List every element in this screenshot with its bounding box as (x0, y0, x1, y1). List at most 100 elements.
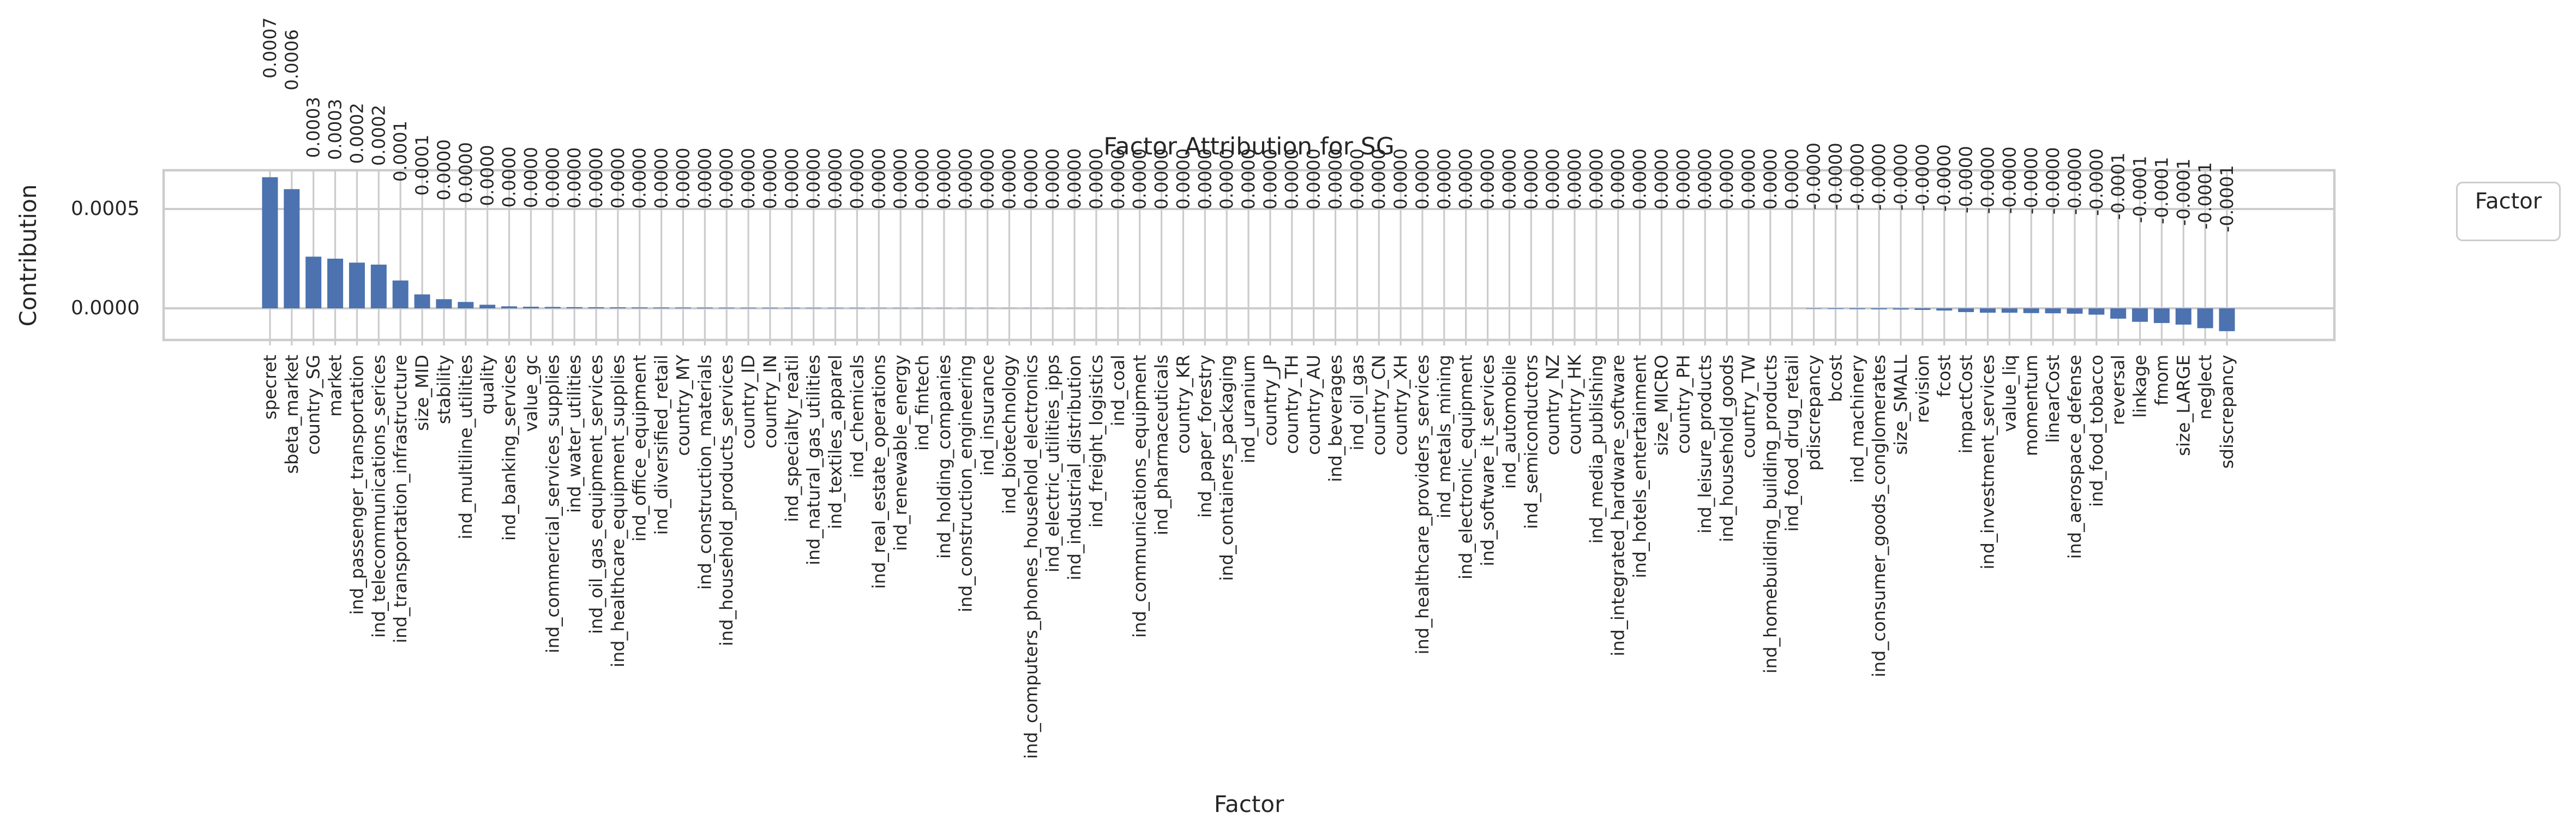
bar-value-label: 0.0000 (1412, 148, 1433, 210)
x-tick-label: bcost (1825, 355, 1846, 402)
bar-value-label: 0.0000 (1064, 148, 1085, 210)
x-tick-label: ind_computers_phones_household_electroni… (1020, 355, 1041, 759)
bar (305, 256, 322, 308)
bar-value-label: -0.0000 (1847, 143, 1868, 211)
bar (2088, 308, 2105, 315)
x-tick-label: ind_integrated_hardware_software (1608, 355, 1629, 656)
bar-value-label: 0.0000 (716, 148, 737, 209)
x-axis-label: Factor (1214, 791, 1284, 817)
bar-value-label: -0.0001 (2217, 165, 2237, 232)
y-tick-label-0.0005: 0.0005 (71, 198, 140, 220)
bar-value-label: -0.0000 (1977, 146, 1998, 214)
x-tick-label: country_SG (303, 355, 324, 455)
x-tick-label: ind_commercial_services_supplies (542, 355, 563, 653)
x-tick-label: ind_transportation_infrastructure (390, 355, 411, 643)
bar (2023, 308, 2039, 313)
x-tick-label: country_KR (1173, 355, 1193, 454)
bar-value-label: 0.0000 (890, 148, 911, 209)
x-tick-label: country_MY (672, 355, 693, 456)
bar-value-label: 0.0001 (390, 121, 411, 182)
bar (2045, 308, 2061, 314)
bar-value-label: -0.0000 (2086, 148, 2107, 216)
x-tick-label: momentum (2021, 355, 2041, 456)
bar-value-label: 0.0000 (956, 148, 976, 210)
bar-value-label: 0.0000 (1564, 148, 1585, 210)
x-tick-label: ind_software_it_services (1478, 355, 1498, 566)
bar-value-label: 0.0000 (1216, 148, 1237, 210)
bar-value-label: 0.0000 (1238, 148, 1259, 210)
bar (2175, 308, 2191, 325)
x-tick-label: ind_office_equipment (629, 355, 650, 541)
x-tick-label: ind_hotels_entertainment (1630, 355, 1650, 578)
bar (1827, 308, 1844, 309)
bar-value-label: 0.0003 (303, 97, 324, 158)
bar (632, 307, 648, 308)
bar-value-label: 0.0000 (1760, 148, 1781, 210)
bar (436, 299, 452, 308)
bar-value-label: 0.0000 (1325, 148, 1346, 210)
bar-value-label: 0.0000 (1456, 148, 1476, 210)
legend-title: Factor (2475, 189, 2542, 214)
bar (523, 307, 539, 308)
x-tick-label: ind_oil_gas_equipment_services (586, 355, 607, 634)
bar-value-label: 0.0000 (542, 147, 563, 208)
x-tick-label: size_MID (412, 355, 433, 431)
bar-value-label: 0.0000 (782, 148, 802, 209)
x-tick-label: market (325, 355, 346, 417)
x-tick-label: reversal (2108, 355, 2129, 425)
bar (479, 304, 496, 308)
x-tick-label: linkage (2130, 355, 2151, 418)
bar-value-label: 0.0000 (1347, 148, 1367, 210)
x-tick-label: country_JP (1260, 355, 1281, 446)
bar-value-label: 0.0000 (651, 148, 672, 209)
x-tick-label: ind_biotechnology (999, 355, 1019, 514)
bar-value-label: 0.0000 (1542, 148, 1563, 210)
x-tick-label: ind_holding_companies (934, 355, 954, 559)
x-tick-label: ind_telecommunications_serices (368, 355, 389, 638)
x-tick-label: size_LARGE (2173, 355, 2194, 456)
x-tick-label: ind_construction_materials (694, 355, 715, 590)
x-tick-label: ind_natural_gas_utilities (803, 355, 824, 565)
x-tick-label: quality (477, 355, 498, 414)
bar (349, 262, 365, 308)
bar-value-label: 0.0002 (368, 105, 389, 166)
bar-value-label: 0.0000 (1086, 148, 1107, 210)
x-tick-label: pdiscrepancy (1804, 355, 1824, 471)
bar-value-label: 0.0000 (1151, 148, 1172, 210)
bar-value-label: 0.0000 (434, 139, 454, 200)
bar-value-label: 0.0000 (1673, 148, 1694, 210)
bar-value-label: -0.0000 (1934, 144, 1955, 212)
x-tick-label: country_CN (1368, 355, 1389, 456)
bar-value-label: 0.0002 (346, 103, 367, 164)
bar-value-label: 0.0000 (1499, 148, 1520, 210)
x-tick-label: sdiscrepancy (2217, 355, 2237, 469)
bar-value-label: 0.0000 (738, 148, 759, 209)
x-tick-label: ind_communications_equipment (1130, 355, 1150, 638)
bar-value-label: 0.0000 (1651, 148, 1672, 210)
x-tick-label: ind_machinery (1847, 355, 1868, 483)
bar (2153, 308, 2170, 323)
bar (262, 177, 278, 308)
bar-value-label: 0.0000 (1608, 148, 1629, 210)
bar-value-label: -0.0000 (1912, 144, 1933, 211)
x-tick-label: ind_specialty_reatil (782, 355, 802, 522)
x-tick-label: ind_renewable_energy (890, 355, 911, 551)
bar-value-label: 0.0000 (868, 148, 889, 209)
x-tick-label: ind_oil_gas (1347, 355, 1367, 450)
bar-value-label: 0.0000 (1782, 148, 1803, 210)
x-tick-label: country_XH (1390, 355, 1411, 455)
bar-value-label: -0.0001 (2151, 157, 2172, 224)
x-tick-label: ind_leisure_products (1695, 355, 1715, 534)
x-tick-label: country_NZ (1542, 355, 1563, 455)
bar-value-label: 0.0000 (586, 147, 607, 208)
x-tick-label: country_IN (760, 355, 780, 449)
x-tick-label: neglect (2195, 355, 2215, 420)
bar (458, 302, 474, 308)
bar-value-label: 0.0000 (1521, 148, 1541, 210)
x-tick-label: ind_homebuilding_building_products (1760, 355, 1781, 673)
x-tick-label: country_PH (1673, 355, 1694, 454)
legend: Factor (2456, 182, 2561, 241)
bar-value-label: 0.0000 (1173, 148, 1193, 210)
bar-value-label: -0.0001 (2108, 152, 2129, 220)
